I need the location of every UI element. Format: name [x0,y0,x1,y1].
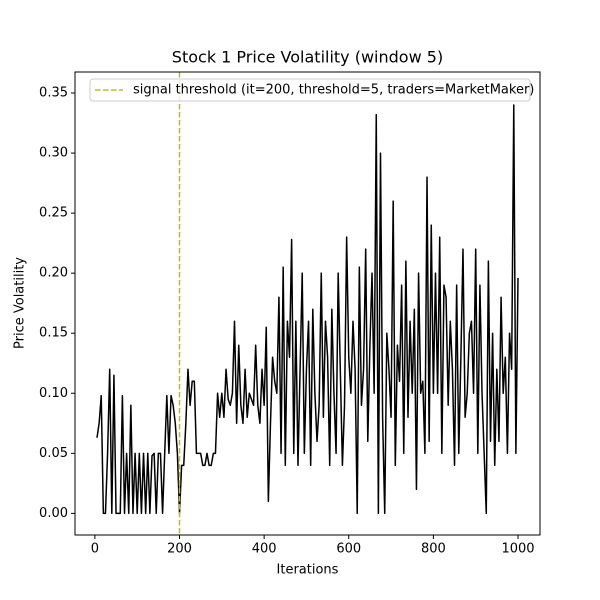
x-tick-label: 600 [336,542,361,557]
x-tick-label: 400 [252,542,277,557]
line-series [96,104,519,515]
x-tick-label: 0 [91,542,99,557]
legend: signal threshold (it=200, threshold=5, t… [89,78,534,102]
y-tick-label: 0.25 [39,206,68,221]
plot-frame [74,71,541,536]
x-axis-label: Iterations [277,563,339,578]
y-tick-label: 0.05 [39,446,68,461]
y-tick-label: 0.10 [39,386,68,401]
y-tick-label: 0.30 [39,146,68,161]
y-tick-label: 0.15 [39,326,68,341]
y-tick-label: 0.00 [39,506,68,521]
legend-label: signal threshold (it=200, threshold=5, t… [133,83,534,98]
y-tick-label: 0.20 [39,266,68,281]
y-tick-label: 0.35 [39,86,68,101]
legend-box [89,78,531,102]
x-tick-label: 200 [167,542,192,557]
x-tick-label: 800 [421,542,446,557]
x-tick-label: 1000 [501,542,534,557]
chart-title: Stock 1 Price Volatility (window 5) [172,48,443,67]
y-axis-label: Price Volatility [13,257,28,349]
